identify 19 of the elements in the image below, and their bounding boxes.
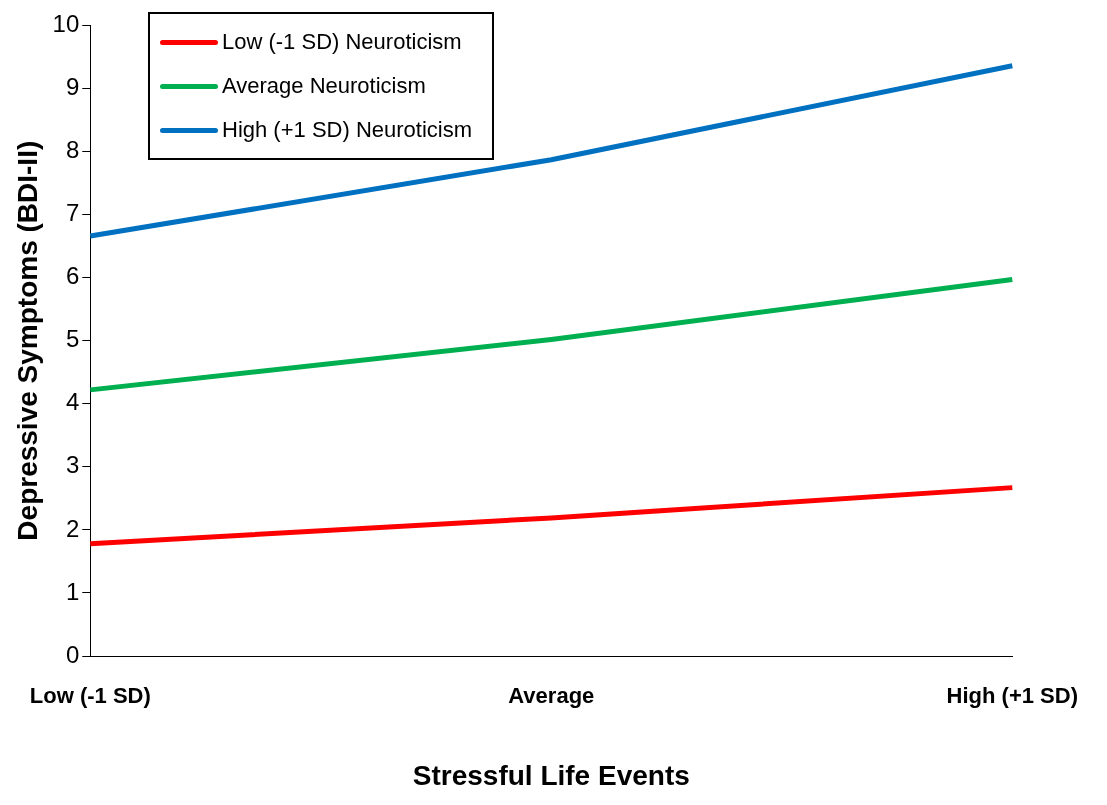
legend-label: Low (-1 SD) Neuroticism <box>222 29 462 55</box>
x-tick-label: Average <box>508 683 595 709</box>
y-tick-label: 5 <box>65 325 80 353</box>
y-tick-label: 0 <box>65 640 80 668</box>
y-tick-label: 4 <box>65 388 80 416</box>
y-tick-label: 10 <box>52 10 80 38</box>
y-tick-label: 7 <box>65 199 80 227</box>
y-tick-label: 8 <box>65 136 80 164</box>
y-tick-label: 1 <box>65 577 80 605</box>
legend-label: High (+1 SD) Neuroticism <box>222 117 473 143</box>
legend-label: Average Neuroticism <box>222 73 426 99</box>
x-tick-label: High (+1 SD) <box>946 683 1078 709</box>
y-axis-title: Depressive Symptoms (BDI-II) <box>11 140 43 541</box>
x-tick-label: Low (-1 SD) <box>29 683 151 709</box>
y-tick-label: 2 <box>65 514 80 542</box>
x-axis-title: Stressful Life Events <box>412 759 690 791</box>
y-tick-label: 6 <box>65 262 80 290</box>
y-tick-label: 9 <box>65 73 80 101</box>
y-tick-label: 3 <box>65 451 80 479</box>
